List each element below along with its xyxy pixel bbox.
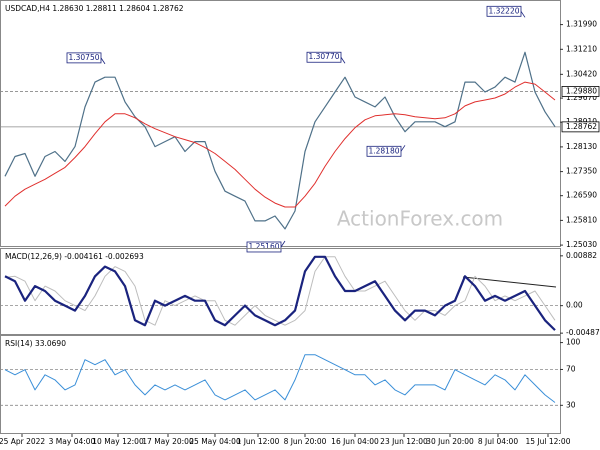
level-label: 1.28762 [566,122,597,131]
y-tick-label: 1.26590 [566,191,597,200]
annotation-label: 1.30770 [308,52,339,61]
annotation-connector [340,57,346,64]
y-tick-label: 1.28130 [566,142,597,151]
annotation-connector [280,240,286,248]
x-tick-label: 3 May 04:00 [49,437,96,446]
annotation-connector [100,57,106,65]
y-tick-label: 30 [566,400,576,409]
y-tick-label: 1.25030 [566,240,597,249]
x-tick-label: 15 Jul 12:00 [526,437,571,446]
x-tick-label: 10 May 12:00 [92,437,144,446]
y-tick-label: 1.27350 [566,167,597,176]
level-label-box [561,121,600,133]
annotation-label: 1.25160 [248,242,279,251]
level-label-box [561,86,600,97]
annotation-box [246,241,282,253]
series-line [4,255,556,331]
trend-line [462,276,557,288]
y-tick-label: 0.00 [566,301,583,310]
watermark: ActionForex.com [337,207,503,231]
panel-title: USDCAD,H4 1.28630 1.28811 1.28604 1.2876… [5,4,184,13]
annotation-box [486,5,522,17]
y-tick-label: 1.30420 [566,69,597,78]
panel-frame [0,335,561,434]
x-tick-label: 25 Apr 2022 [0,437,45,446]
annotation-box [66,52,102,64]
y-tick-label: 1.31990 [566,20,597,29]
series-line [4,354,556,403]
annotation-label: 1.30750 [68,53,99,62]
panel-title: RSI(14) 33.0690 [5,339,66,348]
series-line [4,81,556,208]
annotation-connector [400,145,406,152]
y-tick-label: 0.00882 [566,251,597,260]
annotation-box [306,51,342,63]
annotation-label: 1.28180 [368,146,399,155]
x-tick-label: 25 May 04:00 [189,437,241,446]
x-tick-label: 16 Jun 04:00 [331,437,379,446]
series-line [4,51,556,230]
annotation-box [366,145,402,157]
y-tick-label: 1.31210 [566,44,597,53]
y-tick-label: -0.004872 [566,328,600,337]
x-tick-label: 17 May 20:00 [142,437,194,446]
y-tick-label: 1.29670 [566,93,597,102]
x-tick-label: 30 Jun 20:00 [426,437,474,446]
y-tick-label: 100 [566,338,581,347]
y-tick-label: 70 [566,364,576,373]
y-tick-label: 1.25810 [566,215,597,224]
annotation-connector [520,11,526,18]
level-label: 1.29880 [566,86,597,95]
annotation-label: 1.32220 [488,6,519,15]
panel-frame [0,248,561,335]
x-tick-label: 23 Jun 12:00 [380,437,428,446]
x-tick-label: 8 Jun 20:00 [284,437,327,446]
x-tick-label: 8 Jul 04:00 [478,437,518,446]
x-tick-label: 1 Jun 12:00 [237,437,280,446]
panel-title: MACD(12,26,9) -0.004161 -0.002693 [5,252,144,261]
